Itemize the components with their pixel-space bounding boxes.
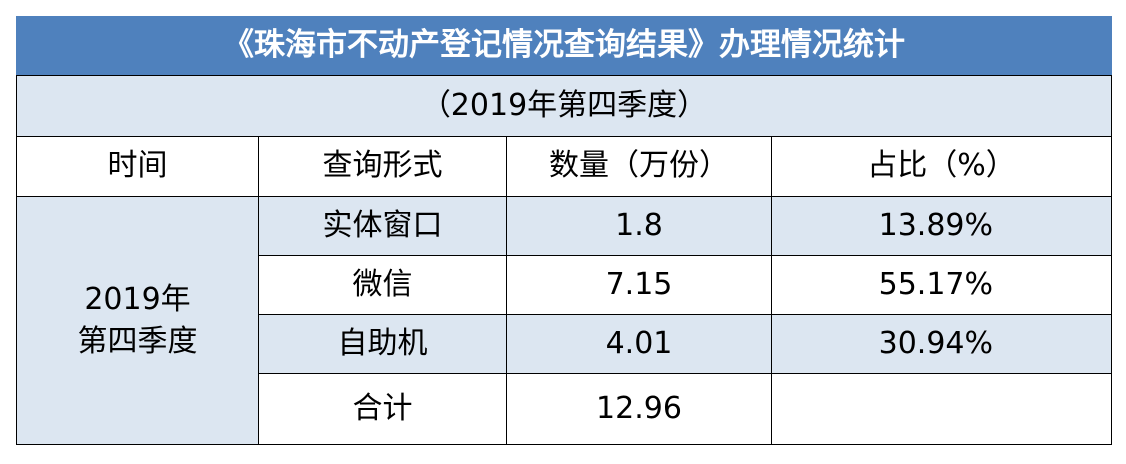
count-cell: 7.15: [506, 255, 772, 315]
method-cell: 自助机: [258, 314, 507, 374]
table-subtitle: （2019年第四季度）: [16, 75, 1112, 137]
share-cell: 55.17%: [771, 255, 1112, 315]
total-share: [771, 373, 1112, 445]
table-row: 微信 7.15 55.17%: [17, 255, 1112, 315]
statistics-table: 《珠海市不动产登记情况查询结果》办理情况统计 （2019年第四季度） 时间 查询…: [16, 16, 1112, 445]
table-row: 自助机 4.01 30.94%: [17, 314, 1112, 374]
share-cell: 30.94%: [771, 314, 1112, 374]
period-year: 2019年: [84, 281, 191, 317]
header-share: 占比（%）: [771, 136, 1112, 197]
total-count: 12.96: [506, 373, 772, 445]
method-cell: 微信: [258, 255, 507, 315]
method-cell: 实体窗口: [258, 196, 507, 256]
count-cell: 4.01: [506, 314, 772, 374]
header-row: 时间 查询形式 数量（万份） 占比（%）: [16, 136, 1112, 197]
header-time: 时间: [16, 136, 259, 197]
total-row: 合计 12.96: [17, 373, 1112, 445]
header-count: 数量（万份）: [506, 136, 772, 197]
period-quarter: 第四季度: [77, 323, 198, 359]
subtitle-row: （2019年第四季度）: [16, 75, 1112, 137]
title-row: 《珠海市不动产登记情况查询结果》办理情况统计: [16, 16, 1112, 76]
header-method: 查询形式: [258, 136, 507, 197]
statistics-table-container: 《珠海市不动产登记情况查询结果》办理情况统计 （2019年第四季度） 时间 查询…: [16, 16, 1112, 445]
period-cell: 2019年 第四季度: [16, 196, 259, 445]
share-cell: 13.89%: [771, 196, 1112, 256]
table-row: 2019年 第四季度 实体窗口 1.8 13.89%: [16, 196, 1112, 445]
table-title: 《珠海市不动产登记情况查询结果》办理情况统计: [16, 16, 1112, 76]
count-cell: 1.8: [506, 196, 772, 256]
total-label: 合计: [258, 373, 507, 445]
